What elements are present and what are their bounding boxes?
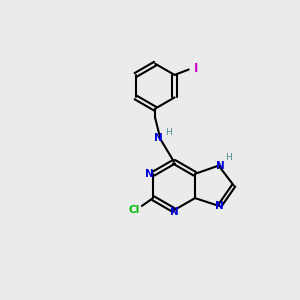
- Text: N: N: [216, 160, 224, 171]
- Text: Cl: Cl: [128, 205, 140, 214]
- Text: N: N: [154, 133, 163, 143]
- Text: H: H: [225, 153, 232, 162]
- Text: N: N: [145, 169, 154, 179]
- Text: H: H: [166, 128, 172, 137]
- Text: N: N: [214, 201, 223, 211]
- Text: I: I: [194, 62, 199, 75]
- Text: N: N: [169, 207, 178, 217]
